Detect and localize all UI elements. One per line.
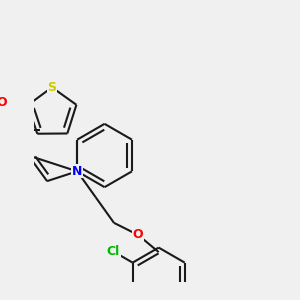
Text: O: O xyxy=(133,228,143,242)
Text: S: S xyxy=(47,81,56,94)
Text: Cl: Cl xyxy=(107,245,120,258)
Text: O: O xyxy=(0,96,7,109)
Text: N: N xyxy=(72,165,82,178)
